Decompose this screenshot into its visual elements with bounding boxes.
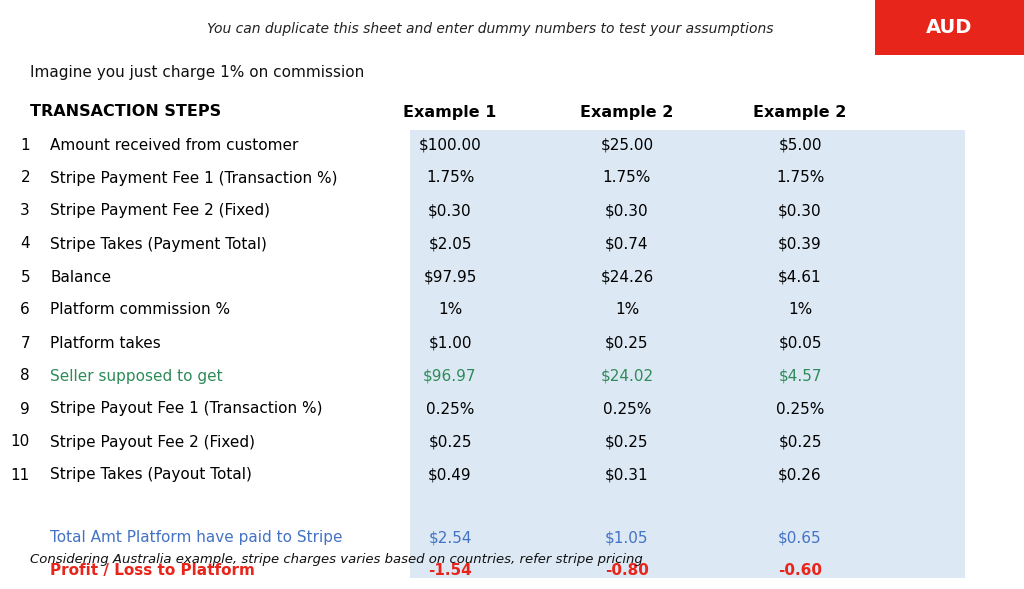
Text: Stripe Payment Fee 2 (Fixed): Stripe Payment Fee 2 (Fixed) xyxy=(50,204,270,219)
Text: $100.00: $100.00 xyxy=(419,137,481,153)
Text: $0.25: $0.25 xyxy=(605,336,649,350)
Text: $2.54: $2.54 xyxy=(428,531,472,545)
Text: Platform commission %: Platform commission % xyxy=(50,303,230,317)
Text: 10: 10 xyxy=(10,435,30,449)
Text: $0.25: $0.25 xyxy=(778,435,821,449)
Text: $0.30: $0.30 xyxy=(428,204,472,219)
Text: -1.54: -1.54 xyxy=(428,564,472,578)
Text: Amount received from customer: Amount received from customer xyxy=(50,137,298,153)
Text: 1%: 1% xyxy=(614,303,639,317)
Text: $0.05: $0.05 xyxy=(778,336,821,350)
Text: $0.30: $0.30 xyxy=(605,204,649,219)
Text: Example 2: Example 2 xyxy=(581,104,674,120)
Text: $0.39: $0.39 xyxy=(778,237,822,252)
Text: Example 2: Example 2 xyxy=(754,104,847,120)
Text: $0.25: $0.25 xyxy=(428,435,472,449)
Text: -0.60: -0.60 xyxy=(778,564,822,578)
Text: 1.75%: 1.75% xyxy=(776,170,824,186)
Text: Stripe Payment Fee 1 (Transaction %): Stripe Payment Fee 1 (Transaction %) xyxy=(50,170,338,186)
Text: $0.31: $0.31 xyxy=(605,468,649,482)
Text: Stripe Payout Fee 2 (Fixed): Stripe Payout Fee 2 (Fixed) xyxy=(50,435,255,449)
Text: $4.61: $4.61 xyxy=(778,270,822,284)
Text: Profit / Loss to Platform: Profit / Loss to Platform xyxy=(50,564,255,578)
Text: 3: 3 xyxy=(20,204,30,219)
Text: 0.25%: 0.25% xyxy=(426,402,474,416)
Text: 4: 4 xyxy=(20,237,30,252)
Text: Platform takes: Platform takes xyxy=(50,336,161,350)
Text: 6: 6 xyxy=(20,303,30,317)
Text: $0.49: $0.49 xyxy=(428,468,472,482)
FancyBboxPatch shape xyxy=(874,0,1024,55)
Text: $25.00: $25.00 xyxy=(600,137,653,153)
Text: $0.65: $0.65 xyxy=(778,531,822,545)
Text: 0.25%: 0.25% xyxy=(776,402,824,416)
Text: AUD: AUD xyxy=(927,18,973,37)
Text: $0.30: $0.30 xyxy=(778,204,822,219)
Text: $0.25: $0.25 xyxy=(605,435,649,449)
Text: $0.74: $0.74 xyxy=(605,237,649,252)
Text: 11: 11 xyxy=(10,468,30,482)
Text: 2: 2 xyxy=(20,170,30,186)
Text: 1.75%: 1.75% xyxy=(603,170,651,186)
Text: 5: 5 xyxy=(20,270,30,284)
Text: $24.02: $24.02 xyxy=(600,369,653,383)
FancyBboxPatch shape xyxy=(410,130,965,577)
Text: 8: 8 xyxy=(20,369,30,383)
Text: 1.75%: 1.75% xyxy=(426,170,474,186)
Text: Balance: Balance xyxy=(50,270,112,284)
Text: 0.25%: 0.25% xyxy=(603,402,651,416)
Text: Considering Australia example, stripe charges varies based on countries, refer s: Considering Australia example, stripe ch… xyxy=(30,554,643,567)
Text: Imagine you just charge 1% on commission: Imagine you just charge 1% on commission xyxy=(30,65,365,80)
Text: $1.00: $1.00 xyxy=(428,336,472,350)
Text: Stripe Payout Fee 1 (Transaction %): Stripe Payout Fee 1 (Transaction %) xyxy=(50,402,323,416)
Text: 1: 1 xyxy=(20,137,30,153)
Text: 9: 9 xyxy=(20,402,30,416)
Text: $97.95: $97.95 xyxy=(423,270,477,284)
Text: $4.57: $4.57 xyxy=(778,369,821,383)
Text: -0.80: -0.80 xyxy=(605,564,649,578)
Text: Stripe Takes (Payout Total): Stripe Takes (Payout Total) xyxy=(50,468,252,482)
Text: $0.26: $0.26 xyxy=(778,468,822,482)
Text: 1%: 1% xyxy=(438,303,462,317)
Text: Stripe Takes (Payment Total): Stripe Takes (Payment Total) xyxy=(50,237,267,252)
Text: $96.97: $96.97 xyxy=(423,369,477,383)
Text: $24.26: $24.26 xyxy=(600,270,653,284)
Text: Example 1: Example 1 xyxy=(403,104,497,120)
Text: $2.05: $2.05 xyxy=(428,237,472,252)
Text: $1.05: $1.05 xyxy=(605,531,649,545)
Text: 7: 7 xyxy=(20,336,30,350)
Text: Total Amt Platform have paid to Stripe: Total Amt Platform have paid to Stripe xyxy=(50,531,342,545)
Text: You can duplicate this sheet and enter dummy numbers to test your assumptions: You can duplicate this sheet and enter d… xyxy=(207,22,773,36)
Text: TRANSACTION STEPS: TRANSACTION STEPS xyxy=(30,104,221,120)
Text: $5.00: $5.00 xyxy=(778,137,821,153)
Text: 1%: 1% xyxy=(787,303,812,317)
Text: Seller supposed to get: Seller supposed to get xyxy=(50,369,222,383)
